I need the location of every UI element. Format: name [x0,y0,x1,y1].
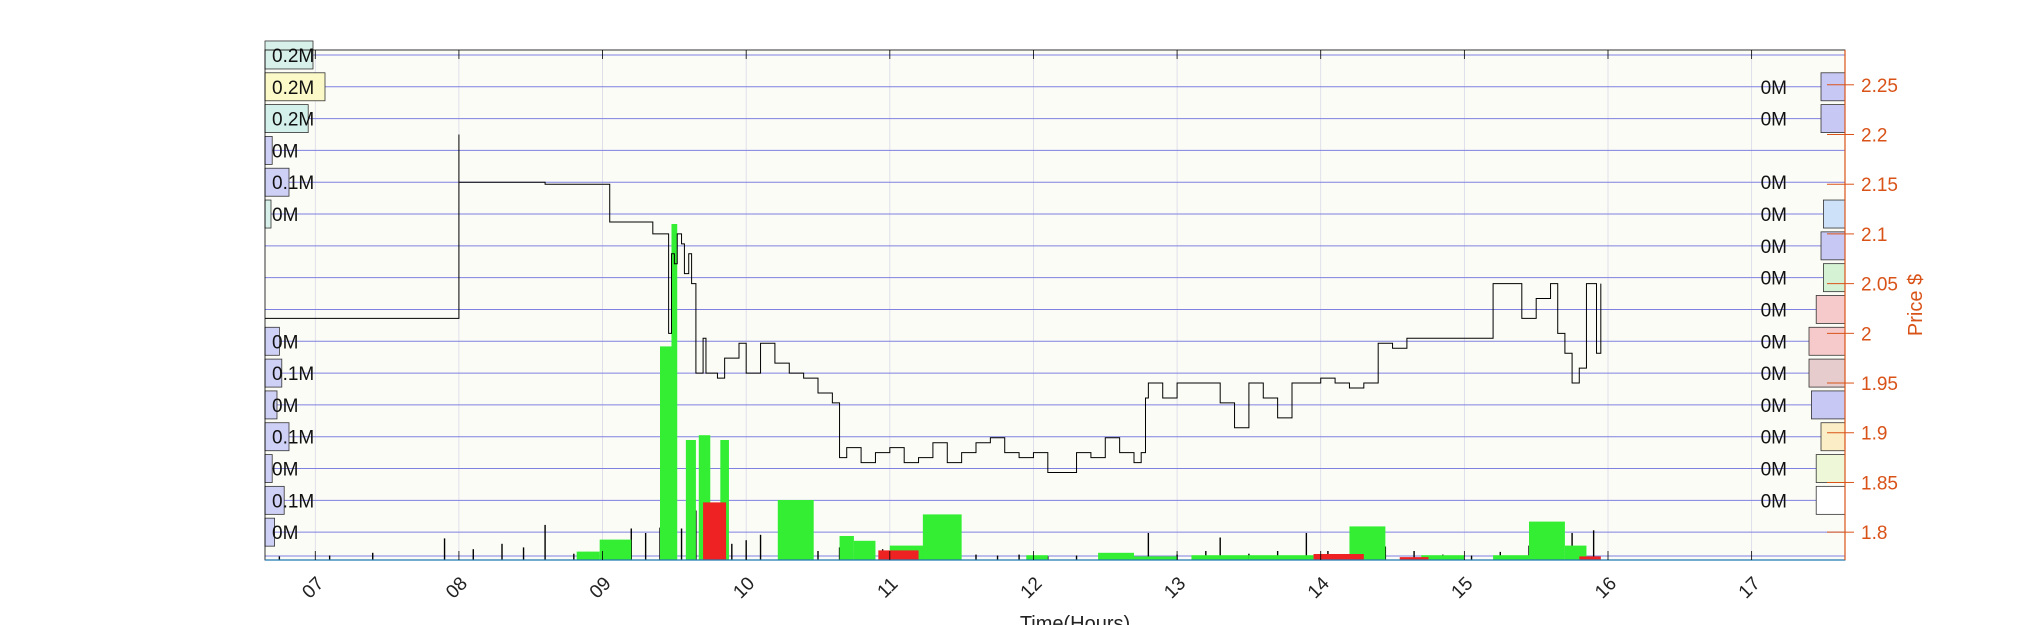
up-volume-block [922,514,962,560]
left-volume-profile: 0.2M 0.2M 0.2M 0M 0.1M 0M 0M 0.1M 0M 0.1M 0M 0.1M 0M [264,40,326,547]
x-tick-label: 09 [586,573,616,603]
price-tick-label: 1.95 [1861,374,1898,395]
x-tick-label: 08 [442,573,472,603]
up-volume-block [777,500,814,560]
right-profile-bar [1823,199,1846,229]
right-profile-label: 0M [1761,173,1787,194]
left-profile-label: 0.1M [272,364,314,385]
up-volume-block [1529,521,1565,560]
price-tick-label: 2 [1861,324,1872,345]
left-profile-label: 0.1M [272,173,314,194]
right-profile-label: 0M [1761,205,1787,226]
left-profile-bar [264,167,290,197]
left-profile-bar [264,40,314,70]
price-axis-ticks: 1.8 1.85 1.9 1.95 2 2.05 2.1 2.15 2.2 2.25 [1827,76,1898,544]
up-volume-block [1098,552,1134,560]
x-axis-label: Time(Hours) [1020,613,1130,625]
left-profile-label: 0M [272,332,298,353]
price-line [265,134,1602,474]
x-tick-label: 17 [1735,573,1765,603]
right-profile-bar [1820,72,1846,102]
right-profile-bar [1820,231,1846,261]
x-tick-label: 10 [729,573,759,603]
left-profile-label: 0.2M [272,46,314,67]
left-profile-label: 0M [272,141,298,162]
right-profile-label: 0M [1761,364,1787,385]
right-profile-label: 0M [1761,460,1787,481]
left-profile-bar [264,104,309,133]
down-volume-block [1399,557,1429,560]
up-volume-block [853,540,876,560]
x-tick-label: 16 [1591,573,1621,603]
up-volume-block [576,551,600,560]
right-profile-bar [1820,422,1846,452]
plot-background [265,50,1845,560]
x-tick-label: 13 [1160,573,1190,603]
left-profile-label: 0.1M [272,428,314,449]
right-profile-label: 0M [1761,237,1787,258]
down-volume-block [1579,556,1601,560]
left-profile-label: 0M [272,396,298,417]
right-profile-bar [1808,326,1846,356]
up-volume-block [1191,555,1249,560]
right-profile-label: 0M [1761,110,1787,131]
up-volume-block [660,346,672,560]
x-tick-label: 14 [1304,573,1334,603]
right-profile-label: 0M [1761,332,1787,353]
up-volume-block [698,435,711,560]
right-profile-label: 0M [1761,269,1787,290]
left-profile-bar [264,199,272,229]
right-profile-bar [1815,454,1846,483]
up-volume-block [1421,555,1465,560]
right-profile-label: 0M [1761,491,1787,512]
price-level-lines [265,54,1845,557]
right-volume-profile: 0M 0M 0M 0M 0M 0M 0M 0M 0M 0M 0M 0M 0M [1761,72,1846,515]
price-tick-label: 2.15 [1861,175,1898,196]
left-profile-label: 0M [272,523,298,544]
x-tick-label: 12 [1017,573,1047,603]
up-volume-block [1248,555,1314,560]
x-tick-label: 15 [1448,573,1478,603]
x-tick-label: 07 [298,573,328,603]
left-profile-label: 0.2M [272,78,314,99]
down-volume-block [1313,554,1364,560]
up-volume-block [1134,556,1178,560]
up-volume-block [685,440,696,560]
price-tick-label: 2.05 [1861,275,1898,296]
price-tick-label: 1.9 [1861,424,1887,445]
down-volume-block [703,502,727,560]
down-volume-block [878,550,919,560]
left-profile-label: 0M [272,460,298,481]
right-profile-bar [1811,390,1846,420]
up-volume-block [599,539,632,560]
x-tick-label: 11 [874,574,903,603]
left-profile-label: 0M [272,205,298,226]
up-volume-block [1026,555,1048,560]
price-tick-label: 2.1 [1861,225,1887,246]
right-profile-bar [1823,263,1846,293]
price-series [265,134,1602,474]
price-tick-label: 2.2 [1861,126,1887,147]
left-profile-label: 0.2M [272,110,314,131]
left-profile-bar [264,72,326,102]
volume-blocks [576,224,1601,560]
right-profile-label: 0M [1761,78,1787,99]
up-volume-block [671,224,678,560]
right-profile-bar [1815,485,1846,515]
left-profile-label: 0.1M [272,491,314,512]
up-volume-block [1493,555,1529,560]
up-volume-block [720,440,729,560]
right-profile-label: 0M [1761,396,1787,417]
right-profile-bar [1820,104,1846,133]
right-profile-label: 0M [1761,300,1787,321]
up-volume-block [839,536,854,560]
right-profile-label: 0M [1761,428,1787,449]
price-tick-label: 1.8 [1861,523,1887,544]
right-profile-bar [1815,295,1846,324]
price-axis-label: Price $ [1905,274,1927,336]
price-tick-label: 2.25 [1861,76,1898,97]
price-tick-label: 1.85 [1861,473,1898,494]
